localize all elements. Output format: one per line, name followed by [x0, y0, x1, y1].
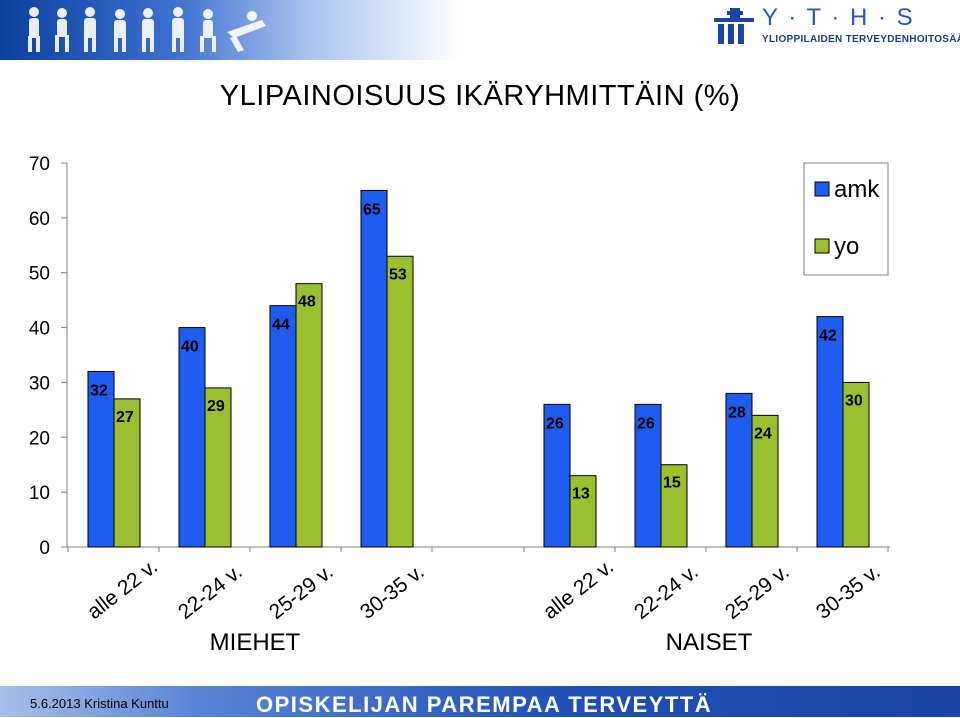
y-tick-label: 20	[29, 428, 50, 449]
data-label-amk: 42	[819, 328, 837, 345]
bar-yo	[295, 283, 323, 548]
bar-yo	[204, 387, 232, 548]
y-tick-label: 70	[29, 154, 50, 175]
data-label-amk: 65	[363, 201, 381, 218]
bar-yo	[569, 475, 597, 548]
data-label-yo: 48	[298, 294, 316, 311]
footer-date-author: 5.6.2013 Kristina Kunttu	[30, 696, 169, 711]
y-tick-label: 0	[39, 538, 50, 559]
footer-slogan: OPISKELIJAN PAREMPAA TERVEYTTÄ	[256, 692, 713, 717]
y-tick-label: 60	[29, 209, 50, 230]
y-tick-label: 50	[29, 264, 50, 285]
data-label-yo: 53	[389, 266, 407, 283]
x-tick-label: 30-35 v.	[812, 560, 885, 624]
data-label-amk: 26	[637, 415, 655, 432]
legend-swatch-amk	[814, 181, 830, 197]
x-tick-label: alle 22 v.	[83, 555, 162, 624]
x-tick-label: 25-29 v.	[265, 560, 338, 624]
x-tick-label: 22-24 v.	[630, 560, 703, 624]
y-tick-label: 30	[29, 373, 50, 394]
data-label-yo: 30	[845, 392, 863, 409]
x-tick-label: 22-24 v.	[174, 560, 247, 624]
bar-amk	[178, 327, 206, 548]
logo-text: YLIOPPILAIDEN TERVEYDENHOITOSÄÄTIÖ	[762, 34, 960, 45]
footer-band	[0, 686, 960, 717]
bar-yo	[660, 464, 688, 548]
chart-title: YLIPAINOISUUS IKÄRYHMITTÄIN (%)	[219, 80, 741, 112]
data-label-yo: 24	[754, 425, 772, 442]
bar-yo	[842, 381, 870, 548]
bar-amk	[360, 189, 388, 548]
legend-swatch-yo	[814, 238, 830, 254]
data-label-amk: 32	[90, 382, 108, 399]
group-label: MIEHET	[210, 629, 301, 656]
bar-amk	[725, 392, 753, 548]
bar-amk	[816, 316, 844, 548]
data-label-yo: 29	[207, 398, 225, 415]
bar-amk	[634, 403, 662, 548]
data-label-yo: 27	[116, 409, 134, 426]
yths-logo-icon	[714, 8, 754, 44]
x-tick-label: alle 22 v.	[539, 555, 618, 624]
data-label-amk: 28	[728, 404, 746, 421]
header-band	[0, 0, 960, 60]
logo-letters: Y · T · H · S	[762, 4, 915, 31]
group-label: NAISET	[666, 629, 753, 656]
legend-label-yo: yo	[834, 233, 859, 260]
legend-label-amk: amk	[834, 176, 880, 203]
bar-amk	[269, 305, 297, 548]
data-label-yo: 15	[663, 475, 681, 492]
bar-yo	[386, 255, 414, 548]
bar-yo	[113, 398, 141, 548]
data-label-amk: 40	[181, 339, 199, 356]
athletes-silhouette-icon	[28, 7, 266, 52]
x-tick-label: 25-29 v.	[721, 560, 794, 624]
bar-chart: 0 10 20 30 40 50 60 70 32 27 alle 22 v. 40 29 22-24 v…	[29, 154, 890, 656]
data-label-yo: 13	[572, 486, 590, 503]
bar-yo	[751, 414, 779, 548]
y-tick-label: 40	[29, 319, 50, 340]
x-tick-label: 30-35 v.	[356, 560, 429, 624]
bar-amk	[543, 403, 571, 548]
y-tick-label: 10	[29, 483, 50, 504]
data-label-amk: 44	[272, 317, 290, 334]
data-label-amk: 26	[546, 415, 564, 432]
bar-amk	[87, 370, 115, 548]
